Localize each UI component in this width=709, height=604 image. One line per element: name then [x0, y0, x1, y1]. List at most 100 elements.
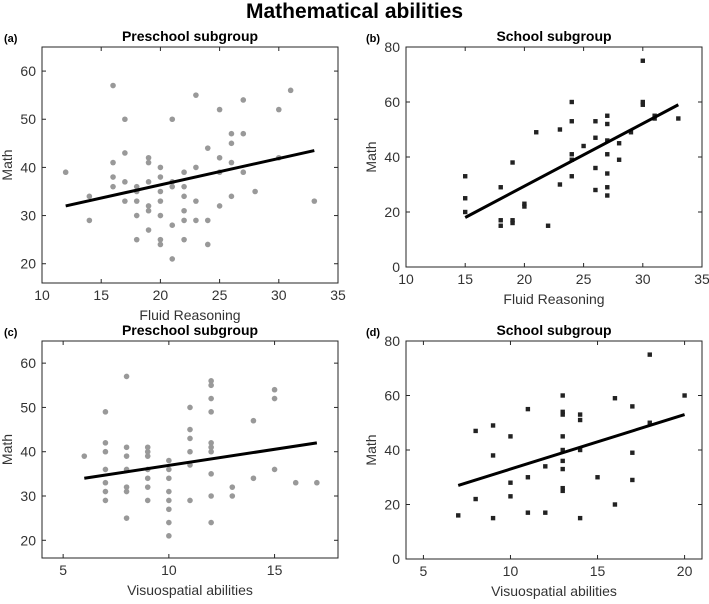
panel-d-point [647, 420, 652, 425]
panel-b-ytick-label: 40 [384, 149, 400, 165]
panel-b-point [605, 113, 610, 118]
panel-d-point [508, 480, 513, 485]
panel-c-point [102, 488, 109, 495]
panel-b-point [569, 119, 574, 124]
panel-a-point [157, 164, 164, 171]
panel-c-point [208, 395, 214, 402]
panel-b-point [510, 218, 515, 223]
panel-b-point [593, 119, 598, 124]
panel-a-point [145, 203, 152, 209]
panel-a-point [110, 174, 116, 180]
panel-a-point [157, 236, 164, 243]
panel-d-point [577, 417, 583, 423]
panel-a-point [240, 169, 247, 176]
panel-c-point [102, 448, 109, 455]
panel-c-point [187, 497, 193, 504]
panel-c-point [102, 409, 109, 415]
panel-c-point [102, 466, 109, 473]
panel-d-point [560, 447, 565, 453]
panel-b-point [569, 152, 574, 157]
panel-a-point [181, 193, 187, 200]
panel-d-point [630, 477, 635, 483]
panel-a-xtick-label: 35 [330, 287, 346, 303]
panel-b-xtick-label: 25 [576, 271, 592, 287]
panel-a-point [169, 183, 176, 190]
panel-a-xtick-label: 15 [93, 287, 109, 303]
panel-b-ytick-label: 0 [392, 259, 400, 275]
panel-c-point [166, 533, 172, 539]
panel-c-point [123, 515, 130, 521]
panel-b-point [510, 220, 515, 226]
panel-d-ytick-label: 40 [384, 442, 400, 458]
panel-b-xlabel: Fluid Reasoning [503, 291, 604, 307]
panel-a-point [287, 87, 294, 94]
panel-c-point [123, 453, 130, 459]
panel-b-point [605, 152, 610, 157]
panel-a-ytick-label: 40 [20, 159, 36, 175]
panel-a-point [133, 183, 140, 190]
panel-c-ytick-label: 30 [20, 488, 36, 504]
panel-a-point [228, 193, 235, 200]
panel-d-point [543, 464, 548, 469]
panel-d-xtick-label: 5 [420, 563, 428, 579]
panel-b-point [676, 116, 681, 121]
panel-d-xlabel: Visuospatial abilities [491, 583, 617, 599]
panel-a-point [193, 164, 199, 171]
panel-b-point [498, 218, 503, 223]
panel-c-point [166, 519, 172, 526]
panel-d-ytick-label: 60 [384, 388, 400, 404]
panel-c: (c) Preschool subgroup 5 10 15 20 30 40 50 60 Visu… [0, 322, 339, 598]
panel-a-point [193, 92, 199, 98]
panel-c-point [102, 497, 109, 504]
panel-d-point [525, 475, 531, 480]
panel-c-point [144, 444, 151, 451]
panel-c-point [166, 506, 172, 513]
panel-c-point [166, 497, 172, 504]
panel-a-xtick-label: 10 [34, 287, 50, 303]
panel-a-point [122, 116, 128, 123]
panel-d-point [560, 434, 565, 439]
panel-d: (d) School subgroup 5 10 15 20 0 20 40 60 80 Visuos… [363, 322, 703, 599]
panel-a-xtick-label: 25 [212, 287, 228, 303]
panel-c-point [123, 444, 130, 451]
panel-b-point [545, 223, 551, 228]
panel-a-point [145, 179, 152, 185]
panel-b-point [498, 185, 503, 190]
panel-b-ytick-label: 60 [384, 94, 400, 110]
panel-d-regression-line [457, 413, 686, 487]
panel-b-title: School subgroup [496, 28, 611, 44]
panel-c-ytick-label: 50 [20, 399, 36, 415]
panel-a-point [110, 159, 116, 166]
panel-b-xtick-label: 10 [398, 271, 414, 287]
panel-b-xtick-label: 35 [694, 271, 709, 287]
figure-title: Mathematical abilities [245, 0, 464, 23]
panel-c-point [208, 409, 214, 415]
panel-b-point [569, 99, 574, 105]
panel-d-point [612, 396, 618, 401]
panel-a-xlabel: Fluid Reasoning [139, 307, 240, 323]
panel-a-point [157, 198, 164, 204]
panel-d-label: (d) [366, 327, 380, 339]
panel-a-point [181, 169, 187, 176]
panel-c-xtick-label: 10 [161, 562, 177, 578]
panel-c-point [208, 440, 214, 446]
panel-b-point [616, 141, 622, 146]
panel-a-point [133, 236, 140, 243]
panel-a-point [133, 212, 140, 219]
panel-a-point [193, 217, 199, 224]
panel-b-point [569, 174, 574, 179]
panel-c-point [208, 519, 214, 526]
panel-a-point [122, 198, 128, 204]
panel-c-point [144, 497, 151, 504]
panel-a-point [228, 140, 235, 147]
panel-a-point [62, 169, 69, 176]
panel-b-regression-line [464, 103, 680, 219]
panel-a-xtick-label: 30 [271, 287, 287, 303]
panel-a-point [110, 82, 116, 89]
panel-c-point [187, 448, 193, 455]
panel-b-point [498, 223, 503, 228]
panel-b-point [581, 143, 586, 149]
panel-a-point [228, 159, 235, 166]
panel-b-label: (b) [366, 33, 380, 45]
panel-d-point [560, 488, 565, 494]
